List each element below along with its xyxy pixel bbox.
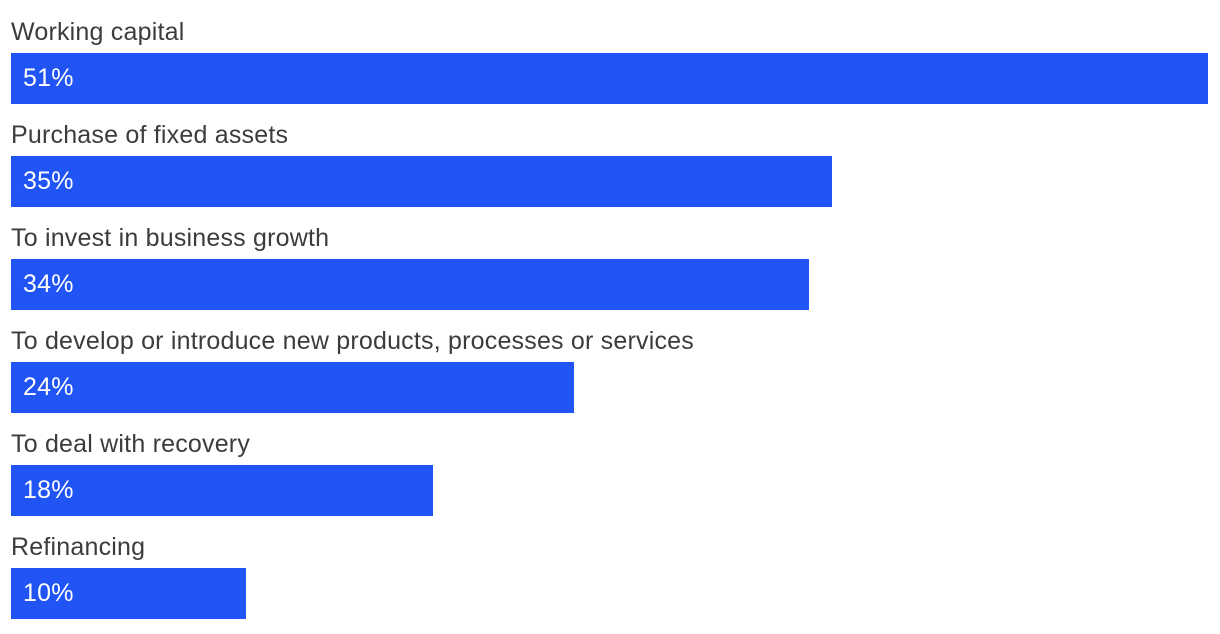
bar-track: 10% — [11, 568, 1208, 619]
bar: 51% — [11, 53, 1208, 104]
bar-row: Refinancing 10% — [11, 527, 1208, 619]
bar: 18% — [11, 465, 434, 516]
category-label: To develop or introduce new products, pr… — [11, 327, 694, 355]
bar: 24% — [11, 362, 575, 413]
bar-row: To invest in business growth 34% — [11, 218, 1208, 310]
bar: 35% — [11, 156, 833, 207]
bar-value-label: 35% — [23, 167, 74, 195]
bar-track: 35% — [11, 156, 1208, 207]
bar-row: Purchase of fixed assets 35% — [11, 115, 1208, 207]
bar-track: 18% — [11, 465, 1208, 516]
bar-value-label: 10% — [23, 579, 74, 607]
bar-row: Working capital 51% — [11, 12, 1208, 104]
bar-value-label: 24% — [23, 373, 74, 401]
bar-row: To develop or introduce new products, pr… — [11, 321, 1208, 413]
bar: 10% — [11, 568, 246, 619]
bar-value-label: 34% — [23, 270, 74, 298]
category-label: To invest in business growth — [11, 224, 330, 252]
category-label: To deal with recovery — [11, 430, 251, 458]
category-label: Refinancing — [11, 533, 146, 561]
bar-track: 24% — [11, 362, 1208, 413]
category-label: Working capital — [11, 18, 185, 46]
bar-track: 51% — [11, 53, 1208, 104]
bar-row: To deal with recovery 18% — [11, 424, 1208, 516]
bar: 34% — [11, 259, 809, 310]
bar-value-label: 51% — [23, 64, 74, 92]
category-label: Purchase of fixed assets — [11, 121, 289, 149]
bar-track: 34% — [11, 259, 1208, 310]
bar-value-label: 18% — [23, 476, 74, 504]
